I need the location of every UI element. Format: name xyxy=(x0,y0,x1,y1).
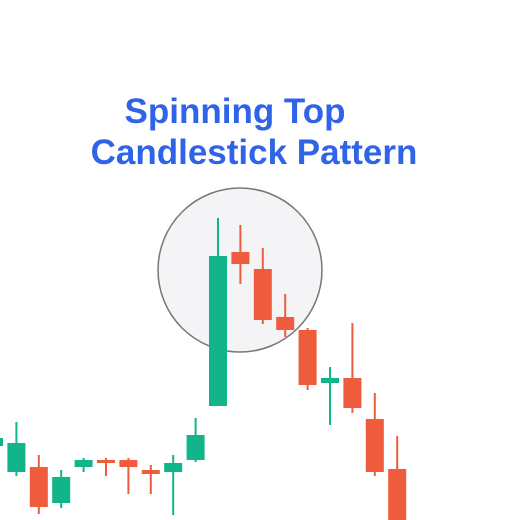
candle-body xyxy=(164,463,183,472)
candle-body xyxy=(209,256,227,406)
candle-body xyxy=(0,438,3,446)
candle-body xyxy=(343,378,362,408)
candle-body xyxy=(276,317,295,330)
candle-body xyxy=(7,443,26,472)
candle-body xyxy=(365,419,384,472)
candle-body xyxy=(298,330,317,385)
candle-body xyxy=(29,467,48,507)
chart-title: Spinning Top xyxy=(125,92,346,131)
candle-body xyxy=(388,469,407,520)
candle-body xyxy=(321,378,339,383)
candle-body xyxy=(52,477,71,503)
candle-body xyxy=(74,460,93,467)
candle-body xyxy=(253,269,272,320)
candle-body xyxy=(119,460,138,467)
candle-body xyxy=(141,470,160,474)
candle-body xyxy=(186,435,205,460)
chart-title: Candlestick Pattern xyxy=(91,133,418,172)
candle-body xyxy=(97,460,115,463)
candle-body xyxy=(231,252,250,264)
